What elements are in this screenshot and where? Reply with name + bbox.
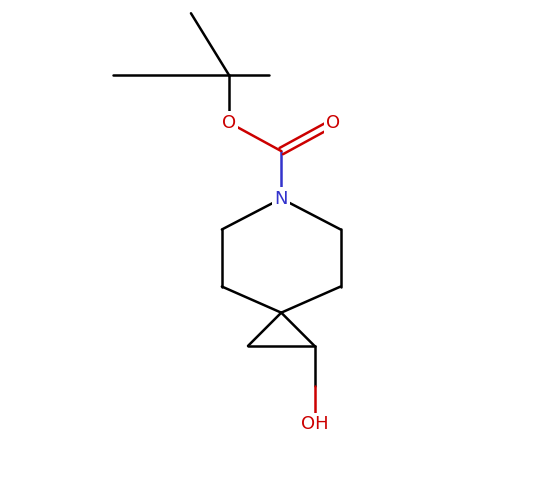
Text: O: O [326,114,341,131]
Text: N: N [274,190,288,207]
Text: O: O [222,114,236,131]
Text: OH: OH [301,415,328,434]
